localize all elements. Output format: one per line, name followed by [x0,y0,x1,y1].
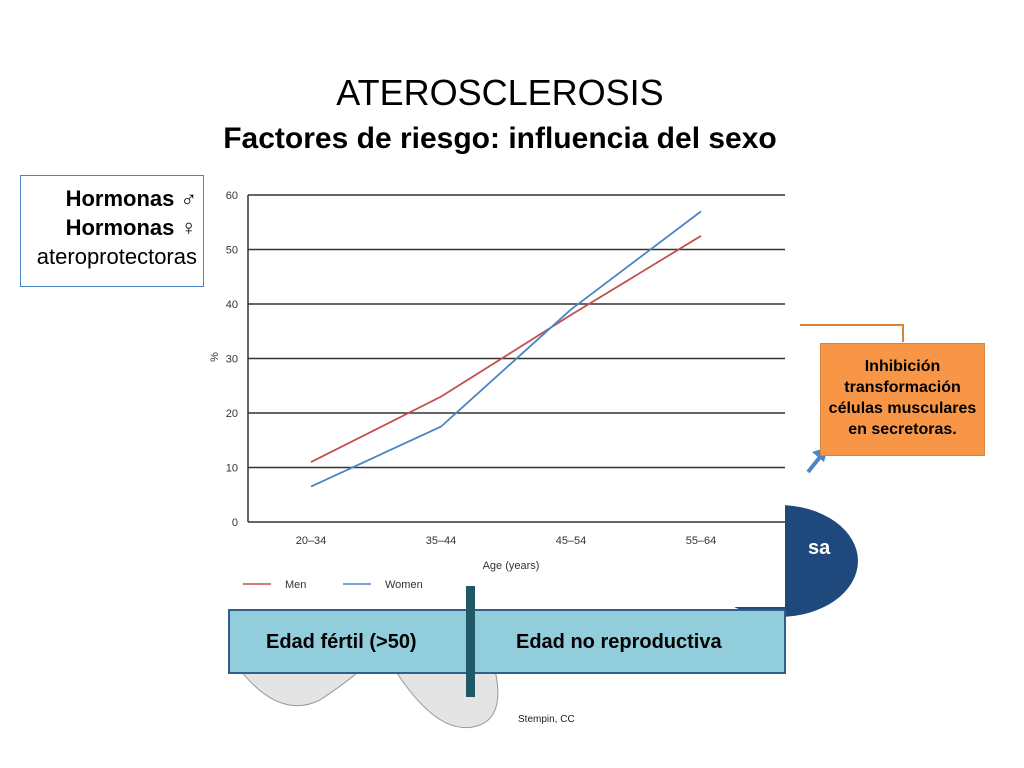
age-bar: Edad fértil (>50) Edad no reproductiva [228,609,786,674]
y-tick-label: 60 [226,190,238,202]
orange-connector [800,324,904,342]
slide-title: ATEROSCLEROSIS [336,72,664,113]
hormones-line3: ateroprotectoras [36,244,197,269]
y-tick-label: 20 [226,408,238,420]
inhibition-line: células musculares [828,400,977,417]
x-axis-label: Age (years) [483,560,540,572]
x-tick-label: 35–44 [426,535,457,547]
y-tick-label: 30 [226,354,238,366]
series-line-men [310,235,702,463]
hormones-box: Hormonas ♂ Hormonas ♀ ateroprotectoras [20,175,204,287]
line-chart: 0 10 20 30 40 50 60 20–34 35–44 45–54 55–64 Age (ye… [209,190,785,591]
slide-subtitle: Factores de riesgo: influencia del sexo [223,122,777,155]
inhibition-line: en secretoras. [848,421,957,438]
gray-shape [394,669,499,729]
non-reproductive-age-label: Edad no reproductiva [516,631,722,653]
y-axis-label: % [209,352,221,362]
image-credit: Stempin, CC [518,714,575,725]
legend-label: Women [385,579,423,591]
inhibition-box: Inhibición transformación células muscul… [820,343,985,456]
legend-label: Men [285,579,306,591]
x-tick-label: 55–64 [686,535,717,547]
y-tick-label: 40 [226,299,238,311]
age-divider [466,586,475,697]
y-tick-label: 10 [226,463,238,475]
fertile-age-label: Edad fértil (>50) [266,631,417,653]
gray-shape [238,669,362,707]
x-tick-label: 20–34 [296,535,327,547]
inhibition-line: transformación [844,379,961,396]
x-tick-label: 45–54 [556,535,587,547]
y-tick-label: 0 [232,517,238,529]
series-line-women [310,210,702,488]
circle-text: sa [808,537,831,559]
hormones-line1: Hormonas ♂ [65,186,197,211]
hormones-line2: Hormonas ♀ [65,215,197,240]
chart-panel: 0 10 20 30 40 50 60 20–34 35–44 45–54 55–64 Age (ye… [208,182,785,607]
inhibition-line: Inhibición [864,358,941,375]
y-tick-label: 50 [226,245,238,257]
